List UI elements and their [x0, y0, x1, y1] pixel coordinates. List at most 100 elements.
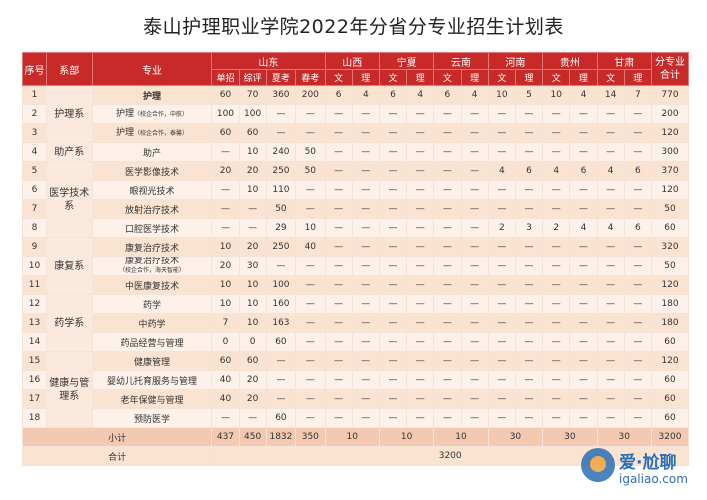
value-cell: — [623, 294, 652, 314]
header-guizhou: 贵州 [542, 52, 598, 70]
value-cell: 10 [542, 85, 571, 105]
value-cell: — [569, 275, 598, 295]
subtotal-cell: 1832 [265, 427, 297, 447]
value-cell: 4 [487, 161, 516, 181]
value-cell: — [487, 275, 516, 295]
value-cell: — [265, 256, 297, 276]
header-sd-zongping: 综评 [238, 69, 267, 86]
table-row: 1 护理系 护理 60 70 360 200 6 4 6 4 6 4 10 5 10 4 14 7 770 [22, 85, 690, 143]
major-cell: 药品经营与管理 [91, 332, 213, 352]
value-cell: — [265, 370, 297, 390]
header-wen: 文 [542, 69, 571, 86]
value-cell: — [487, 332, 516, 352]
value-cell: — [324, 142, 353, 162]
value-cell: — [238, 218, 267, 238]
value-cell: — [514, 313, 544, 333]
value-cell: — [406, 389, 435, 409]
value-cell: — [351, 351, 380, 371]
value-cell: 60 [265, 408, 297, 428]
major-name: 助产 [142, 148, 161, 159]
value-cell: — [378, 256, 408, 276]
value-cell: — [351, 123, 380, 143]
row-seq: 5 [22, 161, 47, 181]
value-cell: — [460, 313, 489, 333]
value-cell: — [433, 123, 462, 143]
value-cell: — [514, 408, 544, 428]
row-seq: 8 [22, 218, 47, 238]
value-cell: 50 [295, 142, 326, 162]
plan-table: 序号 系部 专业 山东 山西 宁夏 云南 河南 贵州 甘肃 分专业合计 单招 综… [21, 52, 690, 466]
value-cell: — [324, 218, 353, 238]
value-cell: 370 [650, 161, 690, 181]
value-cell: — [542, 104, 571, 124]
major-cell: 中医康复技术 [91, 275, 213, 295]
header-li: 理 [460, 69, 489, 86]
header-dept: 系部 [45, 52, 93, 86]
value-cell: — [324, 389, 353, 409]
row-seq: 18 [22, 408, 47, 428]
value-cell: — [433, 180, 462, 200]
value-cell: 60 [238, 351, 267, 371]
value-cell: 6 [569, 161, 598, 181]
value-cell: — [351, 161, 380, 181]
major-name: 护理 [115, 127, 134, 138]
value-cell: 10 [238, 313, 267, 333]
value-cell: 250 [265, 237, 297, 257]
value-cell: 20 [238, 161, 267, 181]
value-cell: — [433, 408, 462, 428]
value-cell: — [596, 313, 625, 333]
value-cell: 10 [487, 85, 516, 105]
value-cell: — [406, 218, 435, 238]
row-seq: 7 [22, 199, 47, 219]
value-cell: — [406, 370, 435, 390]
header-row-provinces: 序号 系部 专业 山东 山西 宁夏 云南 河南 贵州 甘肃 分专业合计 [22, 52, 690, 86]
table-row: 2 护理（校企合作，中航） 100 100— — — — — — — — — — — — — —200 [22, 104, 690, 124]
value-cell: — [378, 351, 408, 371]
value-cell: — [324, 370, 353, 390]
header-wen: 文 [378, 69, 408, 86]
subtotal-cell: 10 [378, 427, 435, 447]
major-name: 康复治疗技术 [124, 243, 179, 254]
row-seq: 1 [22, 85, 47, 105]
value-cell: — [596, 408, 625, 428]
value-cell: — [378, 123, 408, 143]
value-cell: — [487, 313, 516, 333]
major-note: （校企合作，中航） [133, 110, 188, 118]
major-name: 中医康复技术 [124, 281, 179, 292]
value-cell: — [378, 142, 408, 162]
row-seq: 10 [22, 256, 47, 276]
value-cell: — [514, 351, 544, 371]
major-note: （校企合作，海天智能） [118, 267, 185, 274]
value-cell: — [569, 104, 598, 124]
value-cell: — [324, 180, 353, 200]
value-cell: 300 [650, 142, 690, 162]
value-cell: — [487, 294, 516, 314]
value-cell: 120 [650, 180, 690, 200]
value-cell: 250 [265, 161, 297, 181]
watermark-url: igaliao.com [619, 472, 688, 486]
row-seq: 14 [22, 332, 47, 352]
page-title: 泰山护理职业学院2022年分省分专业招生计划表 [143, 16, 564, 38]
value-cell: 60 [650, 332, 690, 352]
major-name: 老年保健与管理 [120, 395, 184, 406]
value-cell: 10 [211, 294, 240, 314]
value-cell: — [406, 123, 435, 143]
value-cell: — [487, 180, 516, 200]
value-cell: 6 [378, 85, 408, 105]
value-cell: — [569, 313, 598, 333]
value-cell: — [295, 199, 326, 219]
value-cell: 6 [623, 218, 652, 238]
value-cell: — [378, 104, 408, 124]
table-row: 3 护理（校企合作，泰馨） 60 60— — — — — — — — — — — — — —120 [22, 123, 690, 143]
dept-cell: 健康与管理系 [45, 351, 93, 428]
subtotal-cell: 10 [324, 427, 380, 447]
row-seq: 12 [22, 294, 47, 314]
major-cell: 放射治疗技术 [91, 199, 213, 219]
value-cell: — [295, 275, 326, 295]
value-cell: 10 [238, 180, 267, 200]
value-cell: — [406, 332, 435, 352]
value-cell: 20 [211, 256, 240, 276]
value-cell: 10 [211, 275, 240, 295]
value-cell: — [623, 275, 652, 295]
major-name: 药学 [142, 300, 161, 311]
